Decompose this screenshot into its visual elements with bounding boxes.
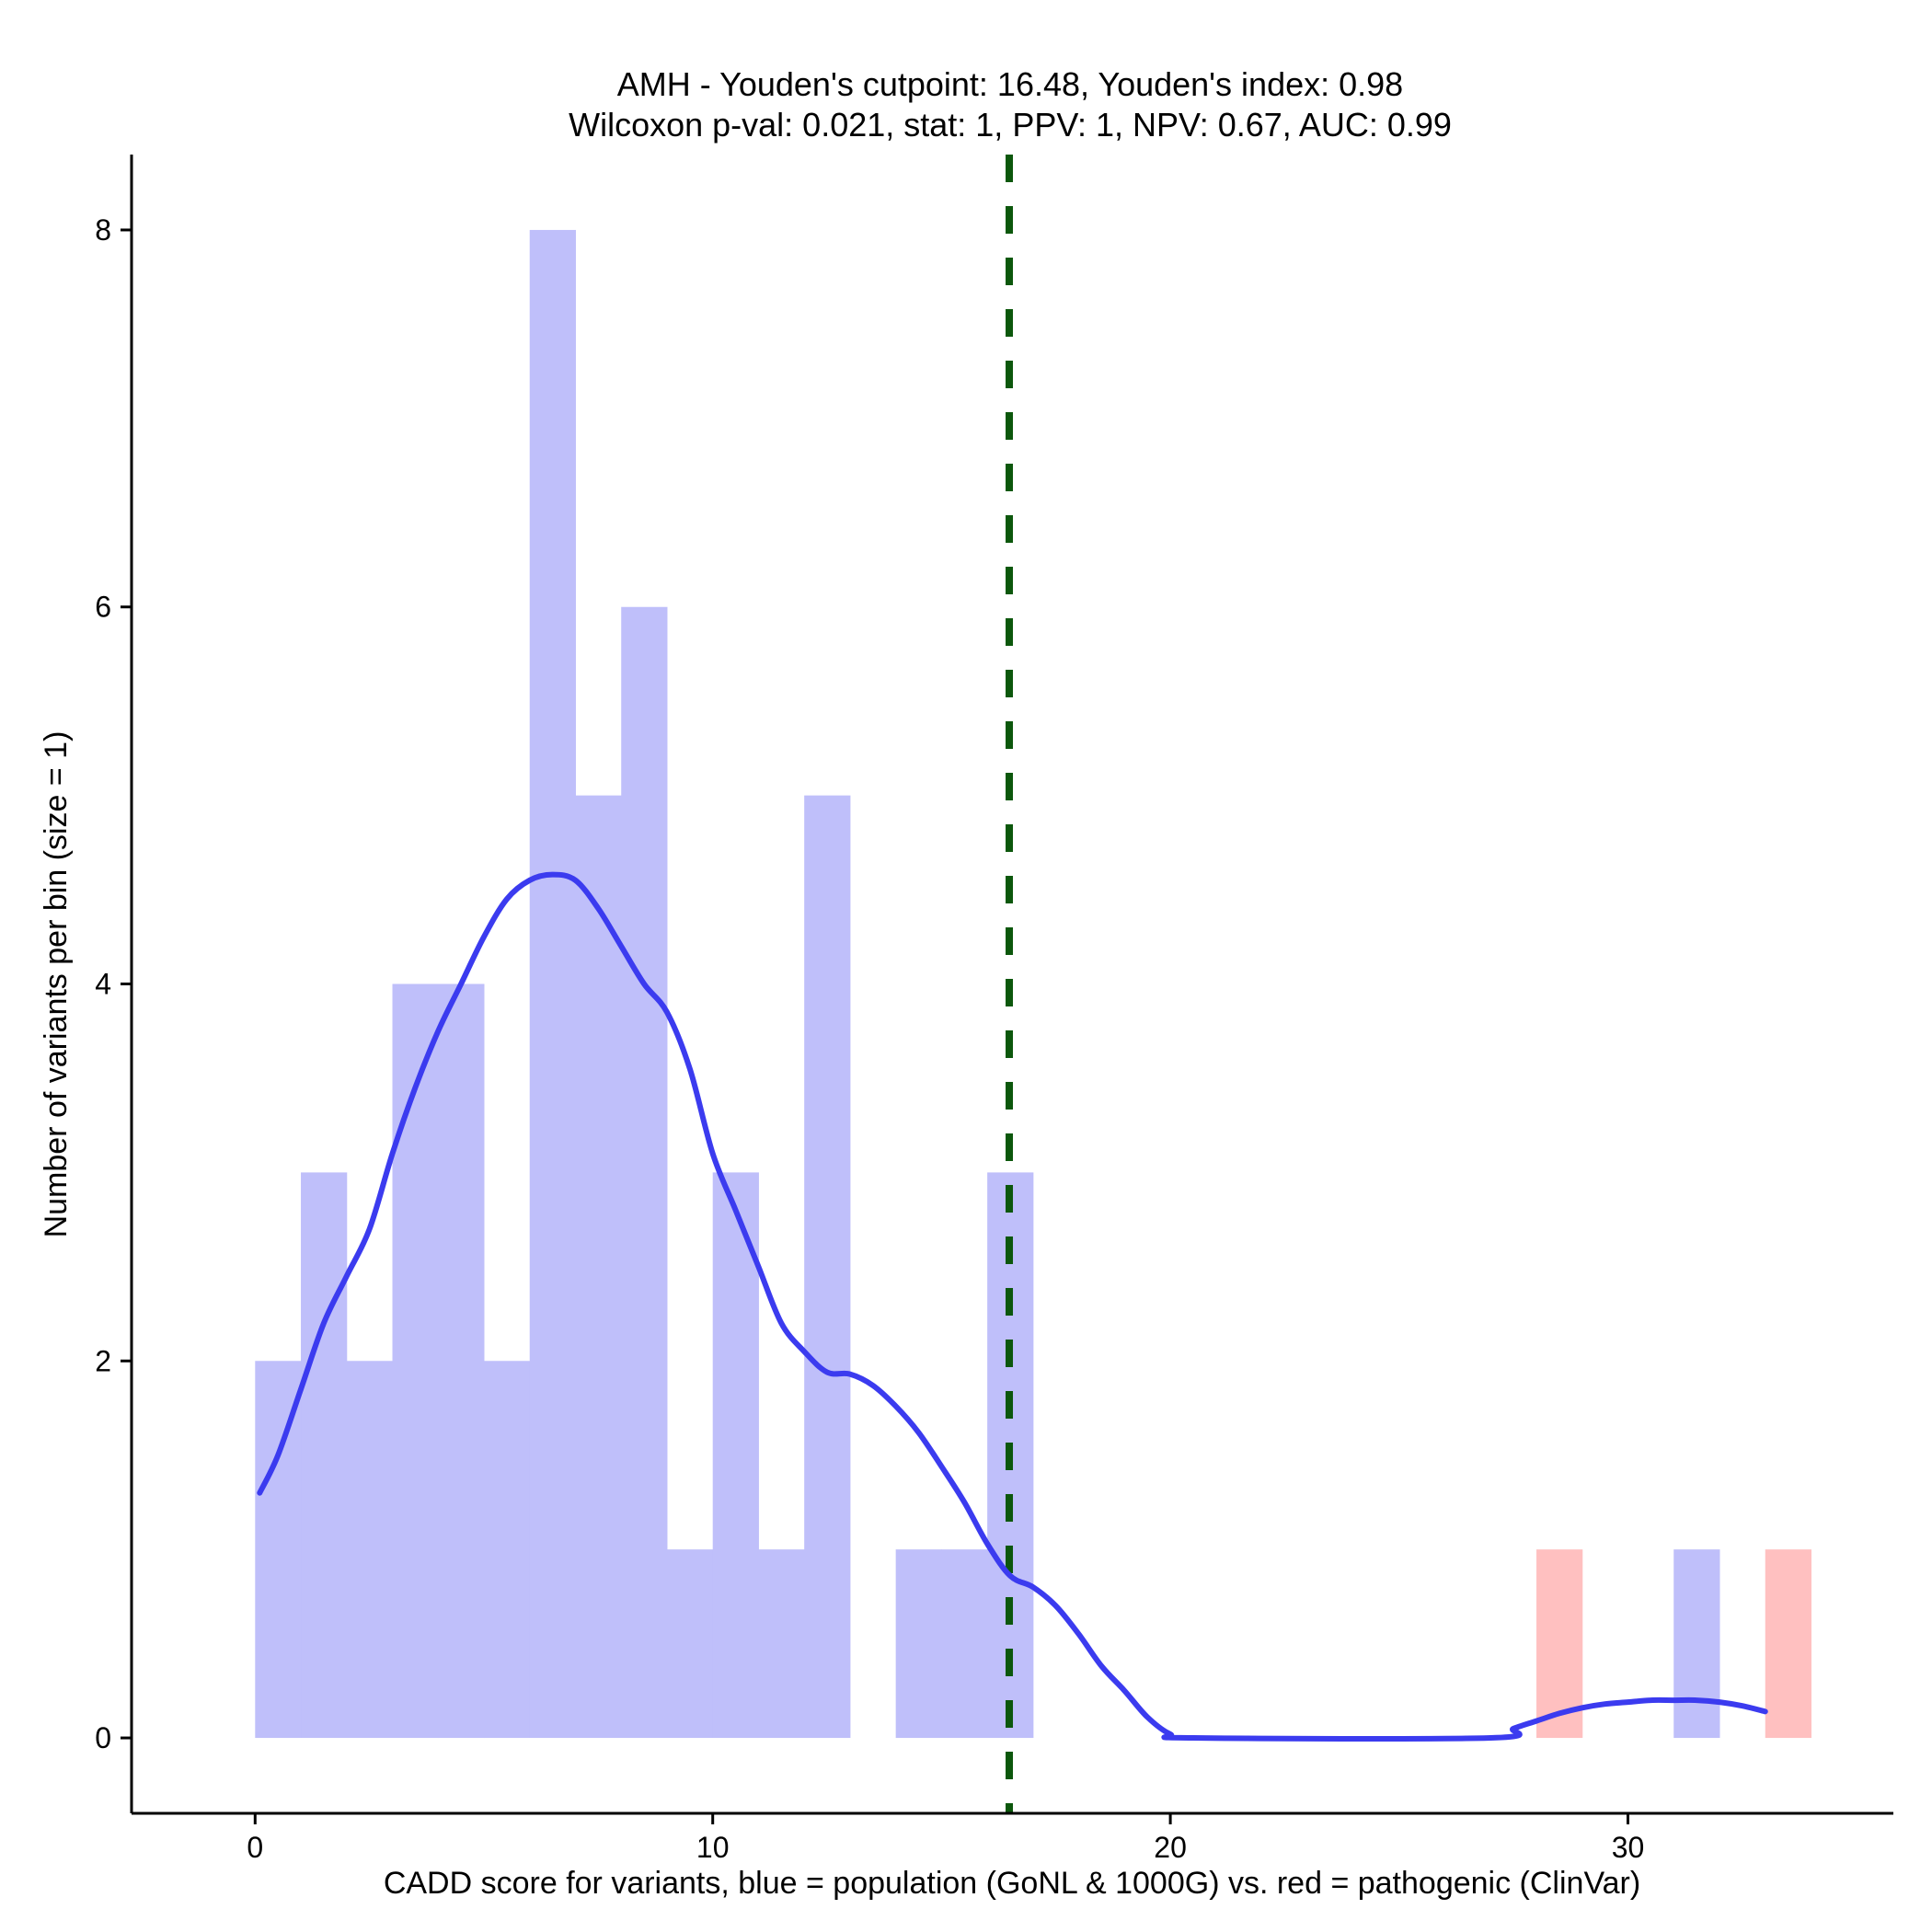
chart-subtitle: Wilcoxon p-val: 0.021, stat: 1, PPV: 1, … [569,106,1452,144]
population-bar-6 [529,229,576,1739]
pathogenic-bar-0 [1536,1549,1583,1739]
x-ticks: 0 10 20 30 [247,1813,1644,1864]
y-tick-label-8: 8 [95,213,111,247]
population-bar-8 [621,606,668,1739]
y-tick-label-0: 0 [95,1721,111,1754]
population-bar-5 [484,1361,531,1739]
x-tick-label-30: 30 [1612,1831,1645,1864]
density-curve [257,871,1768,1742]
population-bar-0 [255,1361,302,1739]
x-tick-label-20: 20 [1154,1831,1187,1864]
x-tick-label-10: 10 [696,1831,730,1864]
population-bar-2 [346,1361,394,1739]
population-bar-3 [392,983,439,1739]
y-axis-title: Number of variants per bin (size = 1) [39,731,74,1238]
y-tick-label-6: 6 [95,591,111,624]
population-bar-4 [438,983,485,1739]
x-tick-label-0: 0 [247,1831,263,1864]
population-bar-7 [575,795,622,1739]
y-ticks: 0 2 4 6 8 [95,213,132,1754]
density-curve-layer [257,871,1768,1742]
population-bar-16 [1673,1549,1720,1739]
population-bar-14 [941,1549,988,1739]
y-tick-label-4: 4 [95,968,111,1001]
y-tick-label-2: 2 [95,1344,111,1377]
population-bar-10 [712,1172,759,1739]
population-bar-11 [758,1549,805,1739]
population-bar-1 [301,1172,348,1739]
x-axis-title: CADD score for variants, blue = populati… [384,1866,1640,1901]
population-bar-13 [895,1549,942,1739]
histogram-bars [255,229,1811,1739]
chart-title: AMH - Youden's cutpoint: 16.48, Youden's… [617,65,1403,103]
population-bar-9 [666,1549,714,1739]
pathogenic-bar-1 [1765,1549,1811,1739]
population-bar-12 [804,795,851,1739]
